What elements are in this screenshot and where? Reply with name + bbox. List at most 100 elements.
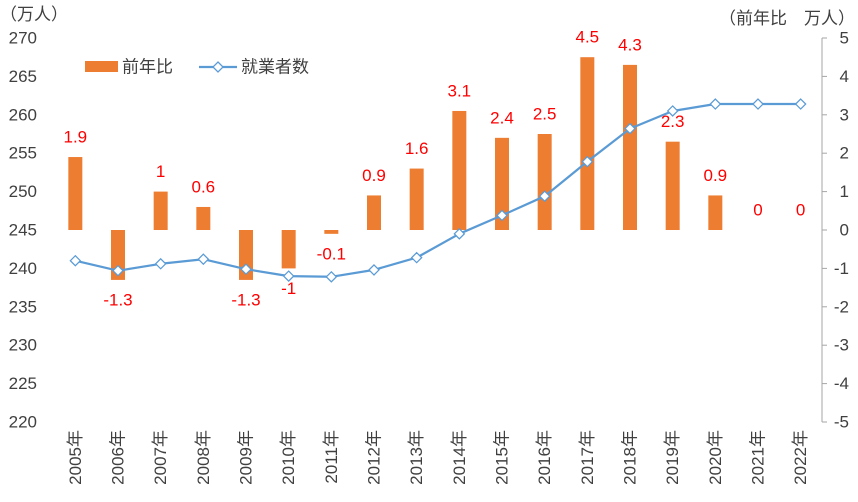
data-label: -0.1 (317, 244, 346, 263)
bar (452, 110, 467, 230)
left-tick-label: 250 (9, 182, 37, 201)
bar (409, 168, 424, 230)
data-label: 3.1 (448, 81, 472, 100)
legend-item-yoy: 前年比 (85, 58, 173, 77)
data-label: 2.4 (490, 108, 514, 127)
right-tick-label: 4 (840, 67, 849, 86)
data-label: -1.3 (231, 290, 260, 309)
x-tick-label: 2022年 (791, 430, 810, 485)
left-tick-label: 240 (9, 259, 37, 278)
right-tick-label: 1 (840, 182, 849, 201)
right-axis: 5 4 3 2 1 0 -1 -2 -3 -4 -5 (821, 29, 849, 432)
bar (665, 141, 680, 230)
right-tick-label: 2 (840, 144, 849, 163)
left-tick-label: 255 (9, 144, 37, 163)
bar (68, 157, 83, 230)
data-label: 0 (796, 201, 805, 220)
bar (111, 230, 125, 280)
right-tick-label: -5 (834, 413, 849, 432)
legend-swatch-bar (85, 61, 118, 72)
left-axis-title: （万人） (0, 5, 68, 24)
diamond-marker (368, 264, 380, 276)
diamond-marker (624, 122, 636, 135)
diamond-marker (538, 190, 551, 203)
line-series-employed (69, 98, 807, 283)
diamond-marker (282, 270, 295, 282)
data-label: 4.3 (618, 35, 642, 54)
x-tick-label: 2017年 (578, 430, 597, 485)
left-tick-label: 245 (9, 221, 37, 240)
right-axis-title: （前年比 万人） (719, 9, 855, 28)
data-label: 2.3 (661, 112, 685, 131)
x-tick-label: 2005年 (66, 430, 85, 485)
left-tick-label: 265 (9, 67, 37, 86)
left-tick-label: 235 (9, 297, 37, 316)
bar-series-yoy (68, 57, 723, 280)
data-label: 0 (753, 201, 762, 220)
bar (324, 230, 339, 234)
x-axis-tick-labels: 2005年 2006年 2007年 2008年 2009年 2010年 2011年 2012年… (66, 430, 810, 485)
left-axis-tick-labels: 270 265 260 255 250 245 240 235 230 225 220 (9, 29, 37, 432)
data-label: 2.5 (533, 105, 557, 124)
bar (623, 64, 637, 230)
series-line (75, 102, 801, 278)
bar (580, 57, 595, 231)
diamond-marker (69, 254, 82, 267)
diamond-marker (666, 105, 679, 117)
x-tick-label: 2016年 (535, 430, 554, 485)
diamond-marker (240, 263, 252, 276)
x-tick-label: 2021年 (749, 430, 768, 485)
x-tick-label: 2018年 (621, 430, 640, 485)
right-tick-label: 5 (840, 29, 849, 48)
diamond-marker (112, 264, 124, 277)
bar-data-labels: 1.9 -1.3 1 0.6 -1.3 -1 -0.1 0.9 1.6 3.1 2.4 2.5 4.5 4… (64, 28, 806, 310)
x-tick-label: 2013年 (407, 430, 426, 485)
data-label: 1 (156, 162, 165, 181)
data-label: 0.6 (192, 177, 216, 196)
left-tick-label: 270 (9, 29, 37, 48)
diamond-marker (794, 98, 807, 110)
diamond-marker (410, 251, 423, 264)
right-tick-label: -4 (834, 374, 849, 393)
x-tick-label: 2011年 (322, 430, 341, 484)
bar (708, 195, 723, 230)
right-tick-label: -2 (834, 297, 849, 316)
x-tick-label: 2008年 (194, 430, 213, 485)
legend-item-employed: 就業者数 (199, 58, 309, 77)
data-label: 0.9 (362, 166, 386, 185)
left-tick-label: 230 (9, 336, 37, 355)
bar (153, 191, 168, 230)
diamond-marker (752, 98, 764, 110)
x-tick-label: 2007年 (151, 430, 170, 485)
bar (281, 230, 296, 269)
bar (537, 134, 552, 230)
data-label: 0.9 (704, 166, 728, 185)
x-tick-label: 2009年 (237, 430, 256, 485)
right-tick-label: 3 (840, 105, 849, 124)
data-label: 1.9 (64, 128, 88, 147)
left-tick-label: 225 (9, 374, 37, 393)
bar (495, 137, 509, 230)
right-tick-label: -1 (834, 259, 849, 278)
legend: 前年比 就業者数 (85, 58, 309, 77)
diamond-marker (709, 98, 722, 110)
diamond-marker (453, 227, 466, 240)
diamond-marker (496, 209, 508, 222)
diamond-marker (325, 270, 338, 283)
x-tick-label: 2019年 (663, 430, 682, 485)
right-tick-label: -3 (834, 336, 849, 355)
diamond-marker (154, 257, 167, 270)
data-label: -1 (281, 279, 296, 298)
x-tick-label: 2010年 (279, 430, 298, 485)
legend-diamond-marker (212, 61, 224, 73)
left-tick-label: 220 (9, 413, 37, 432)
legend-label-yoy: 前年比 (122, 58, 173, 77)
right-tick-label: 0 (840, 221, 849, 240)
x-tick-label: 2014年 (450, 430, 469, 485)
x-tick-label: 2012年 (365, 430, 384, 485)
left-tick-label: 260 (9, 105, 37, 124)
bar (367, 195, 381, 230)
x-tick-label: 2006年 (109, 430, 128, 485)
data-label: 1.6 (405, 139, 429, 158)
